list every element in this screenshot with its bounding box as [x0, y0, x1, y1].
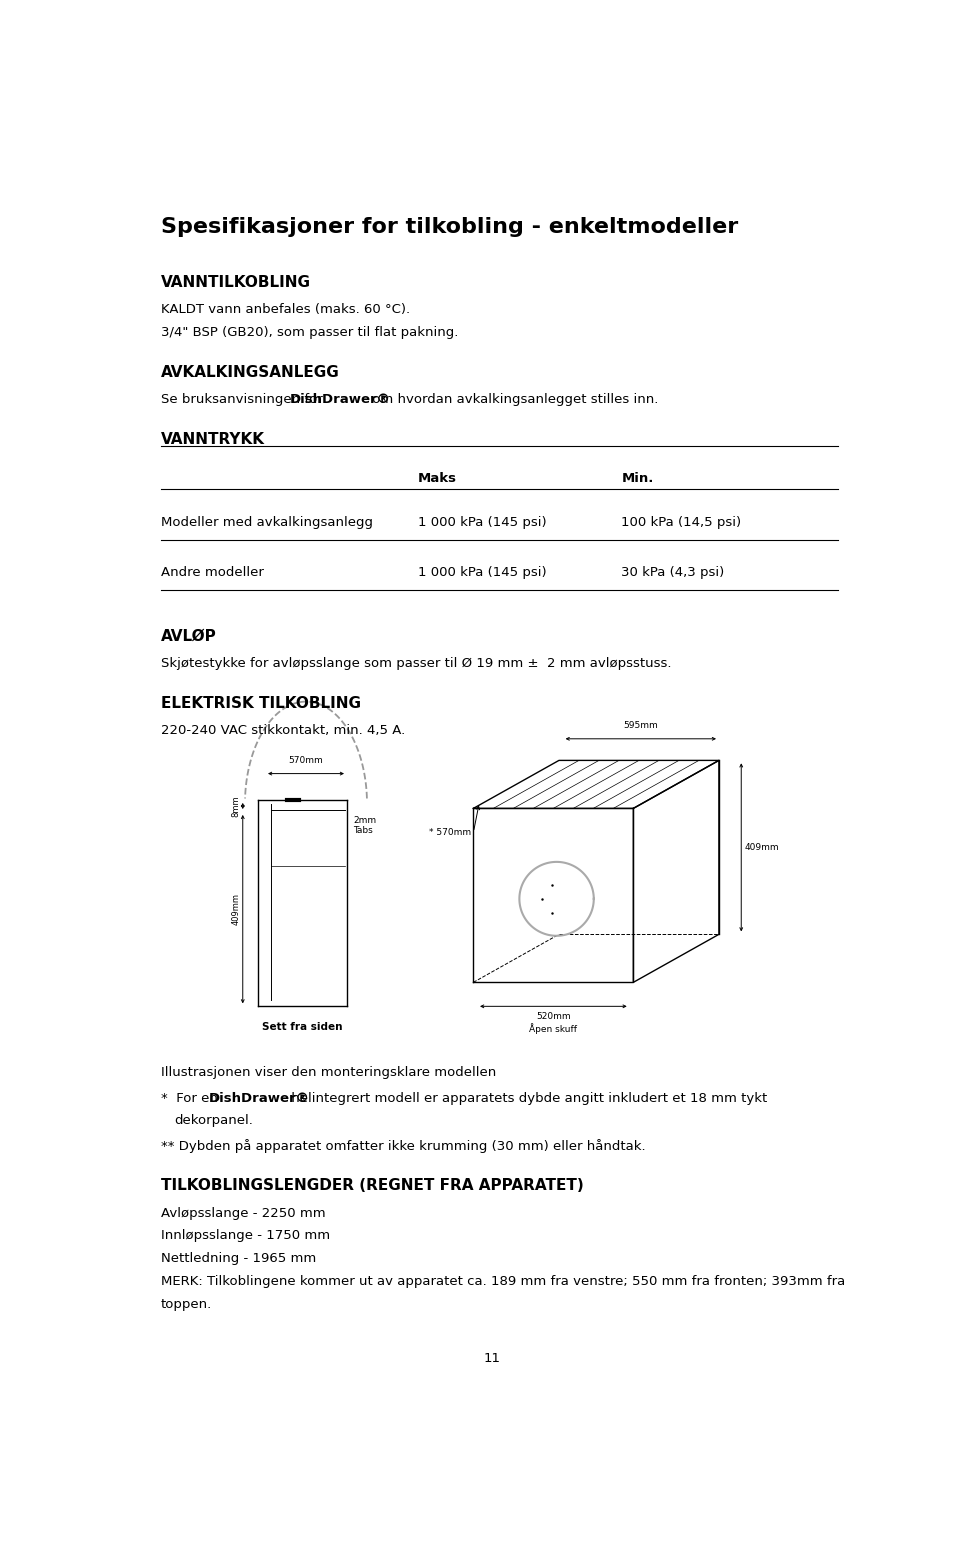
Text: Spesifikasjoner for tilkobling - enkeltmodeller: Spesifikasjoner for tilkobling - enkeltm…: [161, 217, 738, 237]
Text: Se bruksanvisningen for: Se bruksanvisningen for: [161, 393, 327, 407]
Text: DishDrawer®: DishDrawer®: [208, 1092, 309, 1105]
Text: 1 000 kPa (145 psi): 1 000 kPa (145 psi): [419, 516, 547, 528]
Text: 30 kPa (4,3 psi): 30 kPa (4,3 psi): [621, 566, 725, 580]
Text: toppen.: toppen.: [161, 1298, 212, 1310]
Text: 409mm: 409mm: [231, 893, 241, 925]
Text: TILKOBLINGSLENGDER (REGNET FRA APPARATET): TILKOBLINGSLENGDER (REGNET FRA APPARATET…: [161, 1178, 584, 1193]
Text: Maks: Maks: [419, 472, 457, 486]
Text: 570mm: 570mm: [289, 756, 324, 765]
Text: KALDT vann anbefales (maks. 60 °C).: KALDT vann anbefales (maks. 60 °C).: [161, 304, 410, 316]
Text: dekorpanel.: dekorpanel.: [175, 1114, 253, 1128]
Text: 3/4" BSP (GB20), som passer til flat pakning.: 3/4" BSP (GB20), som passer til flat pak…: [161, 326, 458, 340]
Text: 100 kPa (14,5 psi): 100 kPa (14,5 psi): [621, 516, 741, 528]
Text: Modeller med avkalkingsanlegg: Modeller med avkalkingsanlegg: [161, 516, 372, 528]
Text: VANNTRYKK: VANNTRYKK: [161, 432, 265, 447]
Text: Innløpsslange - 1750 mm: Innløpsslange - 1750 mm: [161, 1229, 330, 1242]
Text: 520mm: 520mm: [536, 1013, 570, 1022]
Text: 2mm
Tabs: 2mm Tabs: [353, 815, 376, 835]
Text: MERK: Tilkoblingene kommer ut av apparatet ca. 189 mm fra venstre; 550 mm fra fr: MERK: Tilkoblingene kommer ut av apparat…: [161, 1274, 845, 1288]
Text: om hvordan avkalkingsanlegget stilles inn.: om hvordan avkalkingsanlegget stilles in…: [368, 393, 659, 407]
Text: 1 000 kPa (145 psi): 1 000 kPa (145 psi): [419, 566, 547, 580]
Text: Sett fra siden: Sett fra siden: [262, 1022, 343, 1031]
Text: Skjøtestykke for avløpsslange som passer til Ø 19 mm ±  2 mm avløpsstuss.: Skjøtestykke for avløpsslange som passer…: [161, 657, 671, 670]
Text: ** Dybden på apparatet omfatter ikke krumming (30 mm) eller håndtak.: ** Dybden på apparatet omfatter ikke kru…: [161, 1139, 645, 1153]
Text: ELEKTRISK TILKOBLING: ELEKTRISK TILKOBLING: [161, 695, 361, 710]
Text: * 570mm: * 570mm: [429, 827, 471, 837]
Text: Åpen skuff: Åpen skuff: [529, 1024, 577, 1035]
Text: Nettledning - 1965 mm: Nettledning - 1965 mm: [161, 1253, 316, 1265]
Text: Min.: Min.: [621, 472, 654, 486]
Text: *  For en: * For en: [161, 1092, 222, 1105]
Text: 409mm: 409mm: [745, 843, 780, 852]
Text: DishDrawer®: DishDrawer®: [290, 393, 391, 407]
Text: 595mm: 595mm: [623, 721, 659, 731]
Text: 8mm: 8mm: [231, 795, 241, 816]
Text: 220-240 VAC stikkontakt, min. 4,5 A.: 220-240 VAC stikkontakt, min. 4,5 A.: [161, 724, 405, 737]
Text: VANNTILKOBLING: VANNTILKOBLING: [161, 274, 311, 290]
Text: AVLØP: AVLØP: [161, 628, 217, 643]
Text: Avløpsslange - 2250 mm: Avløpsslange - 2250 mm: [161, 1207, 325, 1220]
Text: Illustrasjonen viser den monteringsklare modellen: Illustrasjonen viser den monteringsklare…: [161, 1066, 496, 1080]
Text: AVKALKINGSANLEGG: AVKALKINGSANLEGG: [161, 365, 340, 380]
Text: 11: 11: [484, 1352, 500, 1365]
Text: helintegrert modell er apparatets dybde angitt inkludert et 18 mm tykt: helintegrert modell er apparatets dybde …: [287, 1092, 767, 1105]
Text: Andre modeller: Andre modeller: [161, 566, 264, 580]
